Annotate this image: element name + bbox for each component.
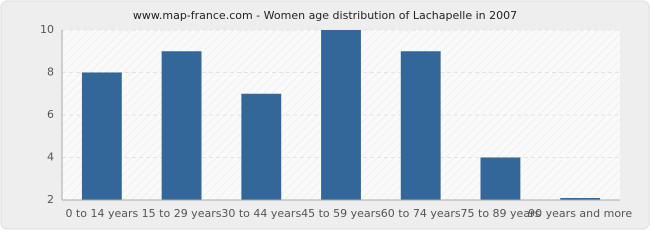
- bar: [161, 51, 202, 200]
- y-tick-label: 6: [47, 108, 54, 121]
- y-tick-label: 8: [47, 66, 54, 79]
- x-tick-label: 75 to 89 years: [461, 207, 541, 220]
- page: www.map-france.com - Women age distribut…: [0, 0, 650, 230]
- x-tick-label: 0 to 14 years: [65, 207, 138, 220]
- bar: [480, 157, 521, 200]
- x-tick-label: 30 to 44 years: [221, 207, 301, 220]
- y-tick-label: 2: [47, 193, 54, 206]
- bar: [81, 72, 122, 200]
- y-tick-label: 10: [40, 23, 54, 36]
- bar: [400, 51, 441, 200]
- bar: [321, 30, 361, 200]
- x-tick-label: 60 to 74 years: [381, 207, 461, 220]
- bar: [560, 198, 601, 200]
- x-tick-label: 45 to 59 years: [301, 207, 381, 220]
- bar: [241, 93, 282, 200]
- chart: www.map-france.com - Women age distribut…: [0, 0, 650, 230]
- x-tick-label: 90 years and more: [528, 207, 632, 220]
- x-tick-label: 15 to 29 years: [142, 207, 222, 220]
- y-tick-label: 4: [47, 151, 54, 164]
- chart-title: www.map-france.com - Women age distribut…: [133, 9, 517, 22]
